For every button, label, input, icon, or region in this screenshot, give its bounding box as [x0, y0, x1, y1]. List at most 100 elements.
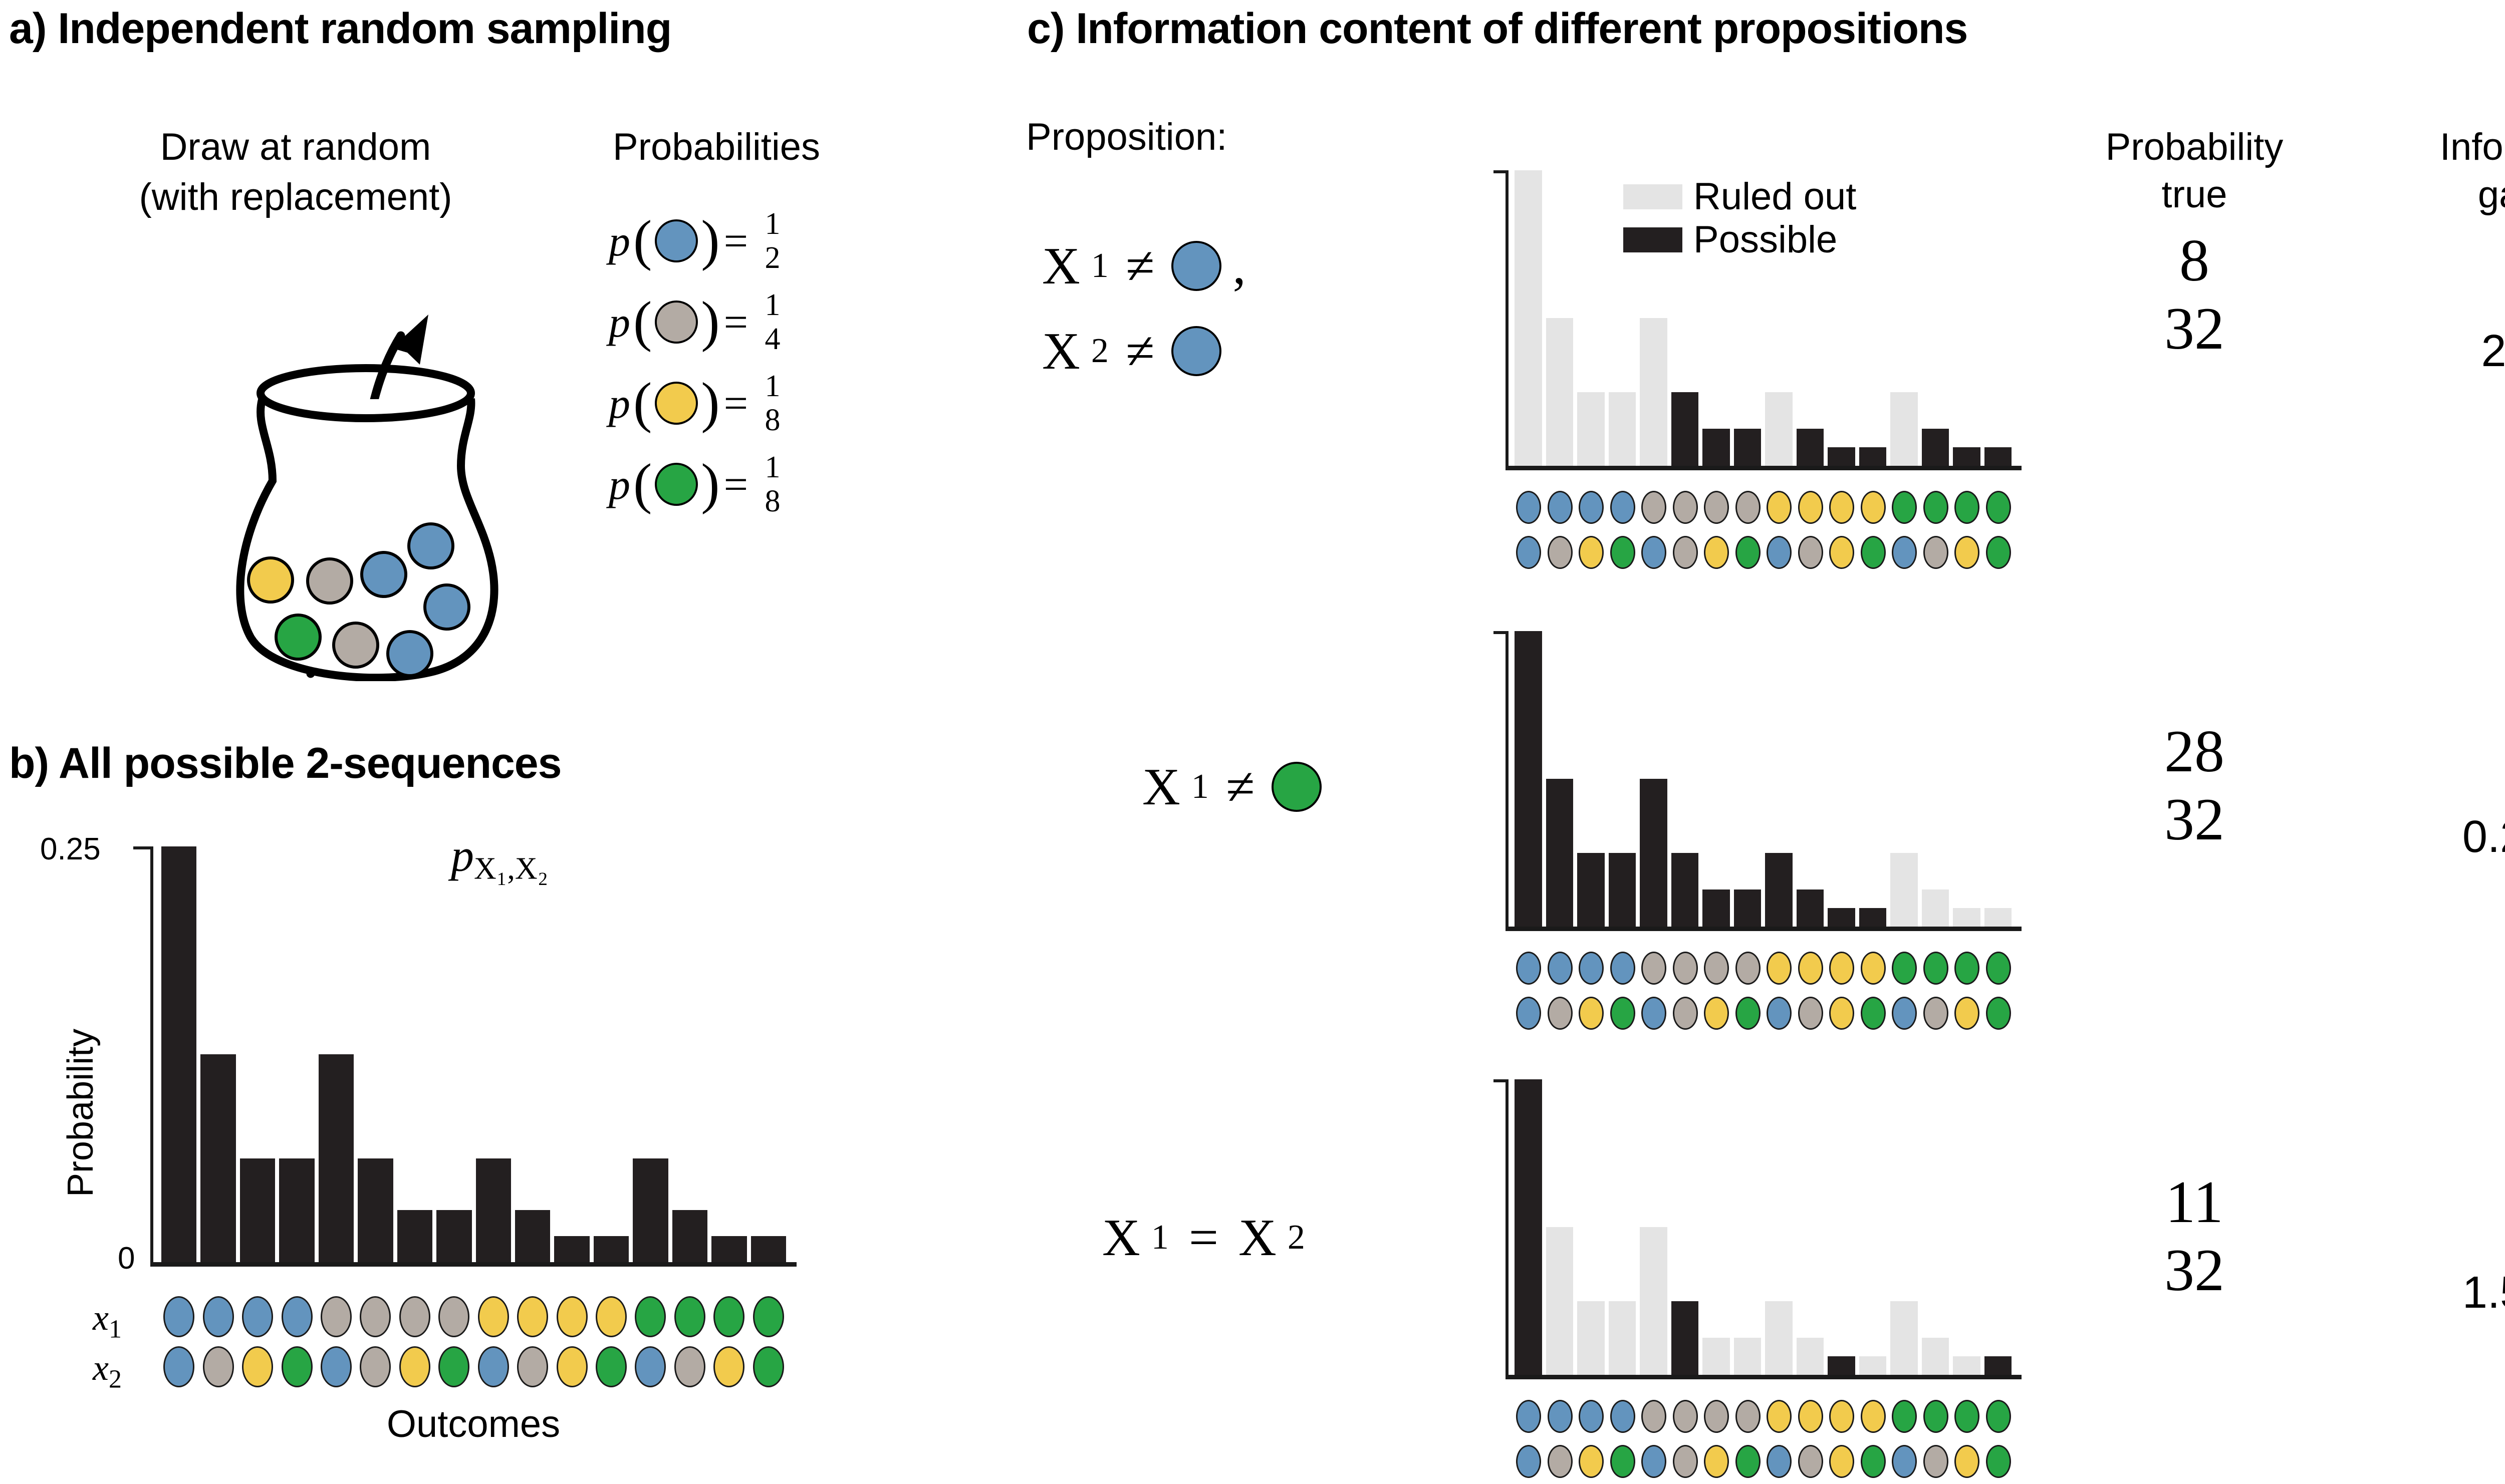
bar: [1828, 1356, 1855, 1375]
row1-ytick-mark: [1493, 170, 1508, 173]
fraction-one-quarter: 1 4: [761, 289, 784, 355]
color-cell: [1889, 536, 1920, 569]
bar: [1765, 392, 1793, 466]
prop-var: X: [1042, 322, 1080, 380]
color-cell: [1889, 1400, 1920, 1433]
color-cell: [1858, 1400, 1889, 1433]
color-cell: [1920, 997, 1952, 1030]
color-cell: [1889, 952, 1920, 985]
color-cell: [1983, 536, 2015, 569]
ball-yellow-icon: [477, 1296, 509, 1337]
draw-at-random-label-line2: (with replacement): [139, 176, 452, 218]
row3-x2-color-row: [1513, 1445, 2014, 1478]
panel-b-x2-color-row: [159, 1346, 788, 1387]
panel-b-bars: [159, 846, 788, 1262]
color-cell: [1764, 997, 1795, 1030]
ball-green-icon: [1610, 997, 1635, 1030]
ball-gray-icon: [1923, 997, 1948, 1030]
row1-information-gained: 2 bits: [2481, 326, 2505, 376]
color-cell: [1795, 536, 1827, 569]
color-cell: [1951, 536, 1983, 569]
probability-equation-green: p ( ) = 1 8: [609, 444, 784, 525]
color-cell: [1513, 952, 1545, 985]
bar: [1984, 447, 2012, 466]
bar: [711, 1236, 747, 1262]
color-cell: [1607, 1400, 1639, 1433]
color-cell: [592, 1296, 631, 1337]
ball-gray-icon: [1798, 997, 1823, 1030]
color-cell: [1638, 491, 1670, 524]
ball-green-icon: [1735, 997, 1761, 1030]
color-cell: [1951, 1400, 1983, 1433]
ball-blue-icon: [1516, 491, 1542, 524]
color-cell: [1513, 536, 1545, 569]
bar: [1765, 1301, 1793, 1375]
panel-b-x-axis-title: Outcomes: [386, 1403, 561, 1445]
color-cell: [1826, 1445, 1858, 1478]
color-cell: [1858, 1445, 1889, 1478]
probability-column-header-line2: true: [2161, 173, 2227, 216]
bar: [1640, 318, 1667, 466]
ball-blue-icon: [1171, 326, 1222, 376]
color-cell: [1795, 952, 1827, 985]
color-cell: [1826, 1400, 1858, 1433]
bar: [593, 1236, 629, 1262]
ball-gray-icon: [1735, 952, 1761, 985]
bar: [1890, 1301, 1918, 1375]
color-cell: [356, 1296, 395, 1337]
ball-blue-icon: [202, 1296, 234, 1337]
ball-green-icon: [1985, 491, 2011, 524]
row2-x1-color-row: [1513, 952, 2014, 985]
ball-green-icon: [753, 1296, 784, 1337]
ball-gray-icon: [1704, 491, 1729, 524]
x2-var: x: [93, 1348, 109, 1388]
bar: [1984, 1356, 2012, 1375]
bar: [1702, 1338, 1730, 1375]
ball-gray-icon: [1672, 1400, 1698, 1433]
ball-gray-icon: [1923, 536, 1948, 569]
p-symbol: p: [609, 460, 630, 508]
color-cell: [1638, 536, 1670, 569]
bar: [1546, 779, 1573, 927]
color-cell: [1670, 1445, 1701, 1478]
fraction-denominator: 2: [765, 241, 781, 275]
color-cell: [1826, 952, 1858, 985]
bar: [1577, 852, 1605, 927]
fraction-numerator: 1: [765, 207, 781, 241]
ball-blue-icon: [1641, 536, 1667, 569]
color-cell: [395, 1346, 434, 1387]
ball-yellow-icon: [1860, 952, 1886, 985]
urn-svg: [236, 315, 498, 682]
ball-blue-icon: [320, 1346, 352, 1387]
ball-gray-icon: [1704, 952, 1729, 985]
ball-yellow-icon: [596, 1296, 627, 1337]
color-cell: [1638, 1400, 1670, 1433]
fraction-numerator: 1: [765, 450, 781, 484]
row1-x1-color-row: [1513, 491, 2014, 524]
row1-y-axis: [1506, 170, 1509, 466]
ball-blue-icon: [1516, 536, 1542, 569]
color-cell: [1732, 997, 1764, 1030]
ball-yellow-icon: [1829, 491, 1855, 524]
ball-blue-icon: [635, 1346, 666, 1387]
row3-y-axis: [1506, 1079, 1509, 1375]
panel-b-ytick-mark: [133, 846, 153, 849]
fraction-one-half: 1 2: [761, 208, 784, 273]
panel-b-heading: b) All possible 2-sequences: [9, 739, 562, 787]
ball-gray-icon: [1735, 491, 1761, 524]
panel-b-row2-label: x2: [93, 1347, 122, 1394]
fraction-one-eighth: 1 8: [761, 371, 784, 436]
ball-blue-icon: [1516, 1400, 1542, 1433]
ball-green-icon: [1954, 491, 1980, 524]
row3-probability-true: 11 32: [2034, 1172, 2355, 1300]
row2-probability-fraction: 28 32: [2157, 721, 2232, 849]
fraction-denominator: 8: [765, 484, 781, 518]
ball-green-icon: [1272, 761, 1322, 812]
bar: [1859, 908, 1886, 927]
ball-gray-icon: [1547, 1445, 1573, 1478]
color-cell: [1951, 491, 1983, 524]
bar: [554, 1236, 590, 1262]
row3-x1-color-row: [1513, 1400, 2014, 1433]
open-paren: (: [633, 209, 652, 272]
prop-sub: 1: [1151, 1218, 1169, 1257]
